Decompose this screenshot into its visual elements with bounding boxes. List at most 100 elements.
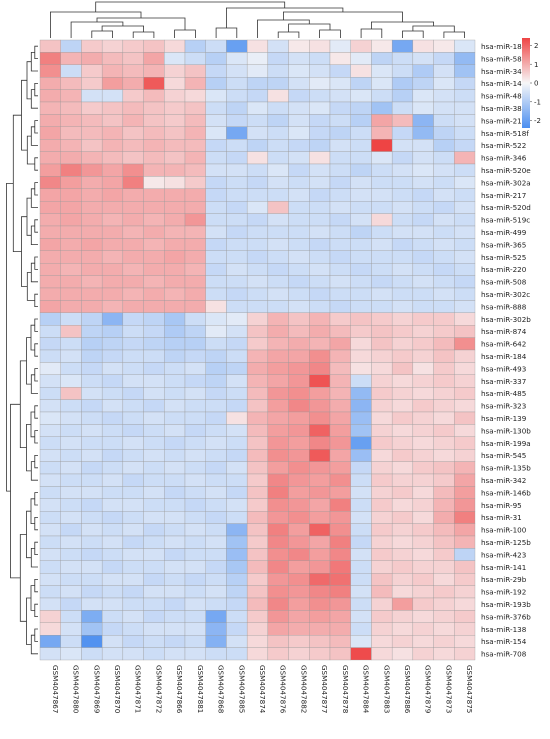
row-label: hsa-miR-100	[481, 526, 527, 535]
heatmap-cell	[329, 64, 351, 78]
heatmap-cell	[391, 151, 414, 165]
heatmap-cell	[454, 511, 476, 524]
dendrogram-link	[30, 89, 38, 109]
heatmap-cell	[433, 89, 455, 103]
dendrogram-link	[34, 628, 38, 642]
heatmap-cell	[122, 312, 144, 326]
dendrogram-link	[26, 61, 32, 100]
heatmap-cell	[412, 622, 434, 636]
heatmap-cell	[81, 523, 103, 537]
heatmap-cell	[267, 263, 289, 276]
heatmap-cell	[433, 424, 455, 437]
dendrogram-link	[6, 183, 14, 492]
heatmap-cell	[81, 188, 103, 202]
heatmap-cell	[246, 411, 269, 425]
row-label: hsa-miR-708	[481, 650, 527, 659]
heatmap-cell	[309, 486, 331, 499]
heatmap-cell	[433, 151, 455, 165]
heatmap-cell	[164, 399, 186, 413]
heatmap-cell	[267, 585, 289, 599]
heatmap-cell	[246, 312, 269, 326]
heatmap-cell	[391, 225, 414, 239]
heatmap-cell	[143, 77, 165, 90]
heatmap-cell	[226, 263, 248, 276]
heatmap-cell	[309, 64, 331, 78]
heatmap-cell	[412, 101, 434, 115]
heatmap-cell	[267, 597, 289, 611]
heatmap-cell	[81, 585, 103, 599]
heatmap-cell	[288, 622, 310, 636]
heatmap-cell	[60, 411, 82, 425]
heatmap-cell	[329, 411, 351, 425]
heatmap-cell	[246, 523, 269, 537]
heatmap-cell	[39, 287, 61, 301]
heatmap-cell	[454, 349, 476, 363]
heatmap-cell	[184, 473, 206, 487]
heatmap-cell	[122, 362, 144, 375]
heatmap-cell	[205, 399, 227, 413]
heatmap-cell	[433, 300, 455, 313]
heatmap-cell	[391, 573, 414, 586]
heatmap-cell	[39, 89, 61, 103]
heatmap-cell	[288, 473, 310, 487]
heatmap-cell	[184, 585, 206, 599]
heatmap-cell	[350, 139, 372, 152]
heatmap-cell	[391, 300, 414, 313]
heatmap-cell	[143, 436, 165, 450]
row-label: hsa-miR-143	[481, 79, 526, 88]
heatmap-cell	[60, 610, 82, 623]
heatmap-cell	[143, 213, 165, 227]
heatmap-cell	[122, 275, 144, 289]
heatmap-cell	[164, 498, 186, 512]
heatmap-cell	[101, 449, 124, 462]
heatmap-cell	[412, 52, 434, 65]
heatmap-cell	[288, 362, 310, 375]
row-label: hsa-miR-522	[481, 141, 526, 150]
heatmap-cell	[454, 89, 476, 103]
heatmap-cell	[267, 622, 289, 636]
heatmap-cell	[101, 176, 124, 189]
heatmap-cell	[60, 337, 82, 351]
heatmap-cell	[226, 610, 248, 623]
heatmap-cell	[226, 362, 248, 375]
heatmap-cell	[39, 300, 61, 313]
heatmap-cell	[184, 188, 206, 202]
dendrogram-link	[34, 318, 38, 332]
heatmap-cell	[371, 64, 393, 78]
heatmap-cell	[288, 114, 310, 127]
heatmap-cell	[412, 163, 434, 177]
heatmap-cell	[164, 362, 186, 375]
heatmap-cell	[412, 263, 434, 276]
heatmap-cell	[205, 225, 227, 239]
heatmap-cell	[60, 486, 82, 499]
heatmap-cell	[122, 225, 144, 239]
heatmap-cell	[184, 374, 206, 388]
heatmap-cell	[246, 126, 269, 140]
column-label: GSM4047884	[362, 665, 371, 714]
dendrogram-link	[283, 11, 403, 22]
heatmap-cell	[101, 461, 124, 475]
heatmap-cell	[288, 647, 310, 661]
heatmap-cell	[184, 449, 206, 462]
heatmap-cell	[101, 498, 124, 512]
heatmap-cell	[205, 498, 227, 512]
heatmap-cell	[205, 374, 227, 388]
heatmap-cell	[143, 39, 165, 53]
heatmap-cell	[454, 337, 476, 351]
heatmap-cell	[60, 325, 82, 338]
heatmap-cell	[143, 64, 165, 78]
heatmap-cell	[164, 387, 186, 400]
heatmap-cell	[267, 610, 289, 623]
heatmap-cell	[81, 362, 103, 375]
heatmap-cell	[454, 188, 476, 202]
heatmap-cell	[205, 64, 227, 78]
dendrogram-link	[12, 114, 22, 252]
heatmap-cell	[81, 511, 103, 524]
heatmap-cell	[39, 635, 61, 648]
heatmap-cell	[101, 411, 124, 425]
heatmap-cell	[433, 349, 455, 363]
heatmap-cell	[371, 151, 393, 165]
heatmap-cell	[60, 461, 82, 475]
row-label: hsa-miR-130b	[481, 426, 531, 435]
heatmap-cell	[246, 213, 269, 227]
